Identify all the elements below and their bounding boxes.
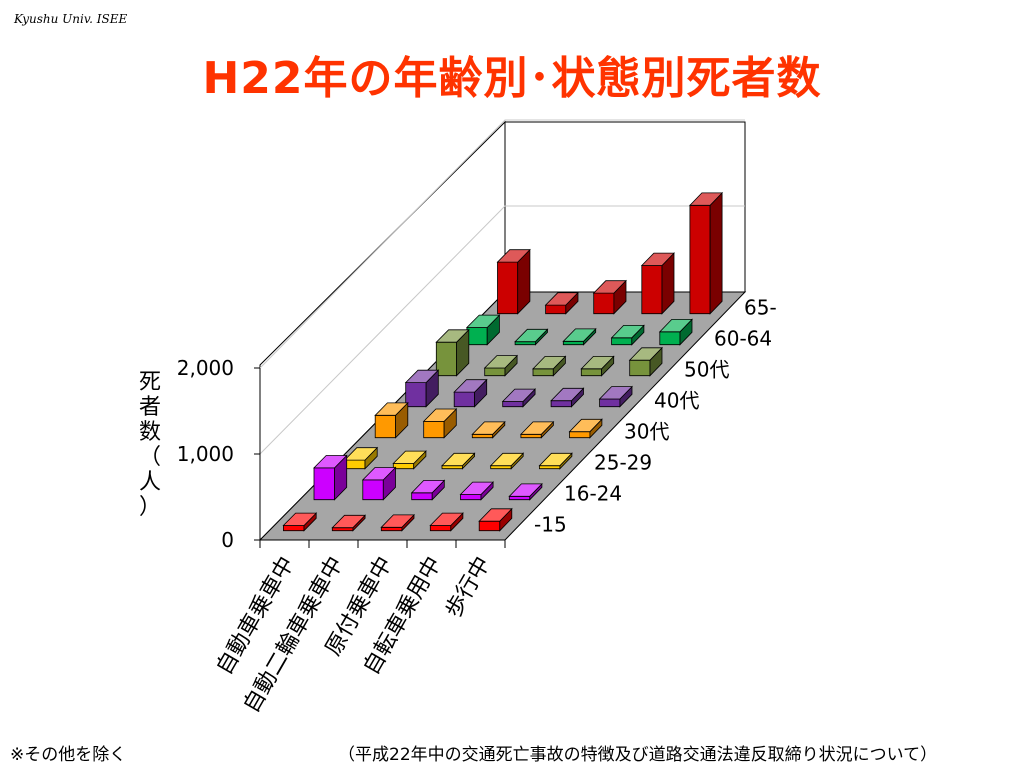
bar-60-64-歩行中 (658, 318, 693, 346)
bar-65--歩行中 (688, 191, 724, 315)
bar-50代-自動二輪車乗車中 (483, 354, 519, 377)
series-label: 65- (744, 296, 777, 320)
bar-25-29-原付乗車中 (441, 452, 476, 470)
bar-30代-自動車乗車中 (374, 401, 409, 439)
bar-30代-自動二輪車乗車中 (422, 408, 458, 439)
series-label: -15 (534, 513, 567, 537)
series-label: 25-29 (594, 451, 652, 475)
series-label: 16-24 (564, 482, 622, 506)
y-tick-label: 1,000 (177, 442, 234, 466)
bar-30代-歩行中 (568, 418, 603, 439)
bar--15-歩行中 (478, 507, 513, 532)
bar-50代-自転車乗用中 (580, 355, 615, 377)
bar-40代-原付乗車中 (501, 388, 537, 408)
bar-16-24-自動二輪車乗車中 (361, 466, 397, 501)
chart-bars (282, 191, 724, 532)
bar-16-24-歩行中 (508, 482, 543, 501)
bar-65--原付乗車中 (592, 279, 627, 315)
bar-65--自動二輪車乗車中 (544, 291, 579, 315)
bar-25-29-自動車乗車中 (343, 446, 379, 470)
bar-25-29-自動二輪車乗車中 (392, 450, 427, 470)
bar-30代-自転車乗用中 (519, 420, 555, 439)
bar-50代-自動車乗車中 (435, 328, 470, 377)
header-note: Kyushu Univ. ISEE (14, 12, 128, 26)
bar-60-64-原付乗車中 (562, 327, 597, 346)
bar-16-24-自動車乗車中 (313, 454, 348, 501)
bar--15-原付乗車中 (380, 513, 415, 532)
category-label: 歩行中 (441, 553, 496, 623)
series-label: 60-64 (714, 327, 772, 351)
bar-40代-歩行中 (598, 385, 633, 408)
bar-16-24-原付乗車中 (410, 479, 446, 501)
bar-40代-自動車乗車中 (404, 369, 440, 408)
y-axis-label: 死者数（人） (138, 370, 161, 520)
series-label: 40代 (654, 389, 699, 413)
bar--15-自動二輪車乗車中 (331, 514, 367, 532)
bar--15-自転車乗用中 (429, 512, 464, 532)
bar-65--自動車乗車中 (496, 248, 531, 315)
bar-25-29-自転車乗用中 (489, 452, 525, 470)
gridline (259, 205, 745, 455)
page-title: H22年の年齢別･状態別死者数 (202, 53, 822, 104)
footer-source: （平成22年中の交通死亡事故の特徴及び道路交通法違反取締り状況について） (338, 745, 938, 765)
bar-50代-歩行中 (628, 346, 663, 377)
bar-40代-自動二輪車乗車中 (453, 378, 488, 408)
bar-60-64-自転車乗用中 (610, 324, 645, 346)
bar-40代-自転車乗用中 (550, 387, 585, 408)
bar-16-24-自転車乗用中 (459, 481, 495, 501)
bar-50代-原付乗車中 (532, 355, 567, 377)
gridline (259, 119, 745, 369)
y-tick-label: 2,000 (177, 356, 234, 380)
series-label: 30代 (624, 420, 669, 444)
bar--15-自動車乗車中 (282, 512, 318, 532)
bar-65--自転車乗用中 (640, 252, 675, 315)
y-tick-label: 0 (221, 528, 234, 552)
footer-note: ※その他を除く (10, 745, 127, 765)
bar-30代-原付乗車中 (471, 420, 506, 439)
bar-25-29-歩行中 (538, 452, 573, 470)
bar-60-64-自動二輪車乗車中 (514, 328, 549, 346)
bar-60-64-自動車乗車中 (465, 314, 501, 346)
series-label: 50代 (684, 358, 729, 382)
